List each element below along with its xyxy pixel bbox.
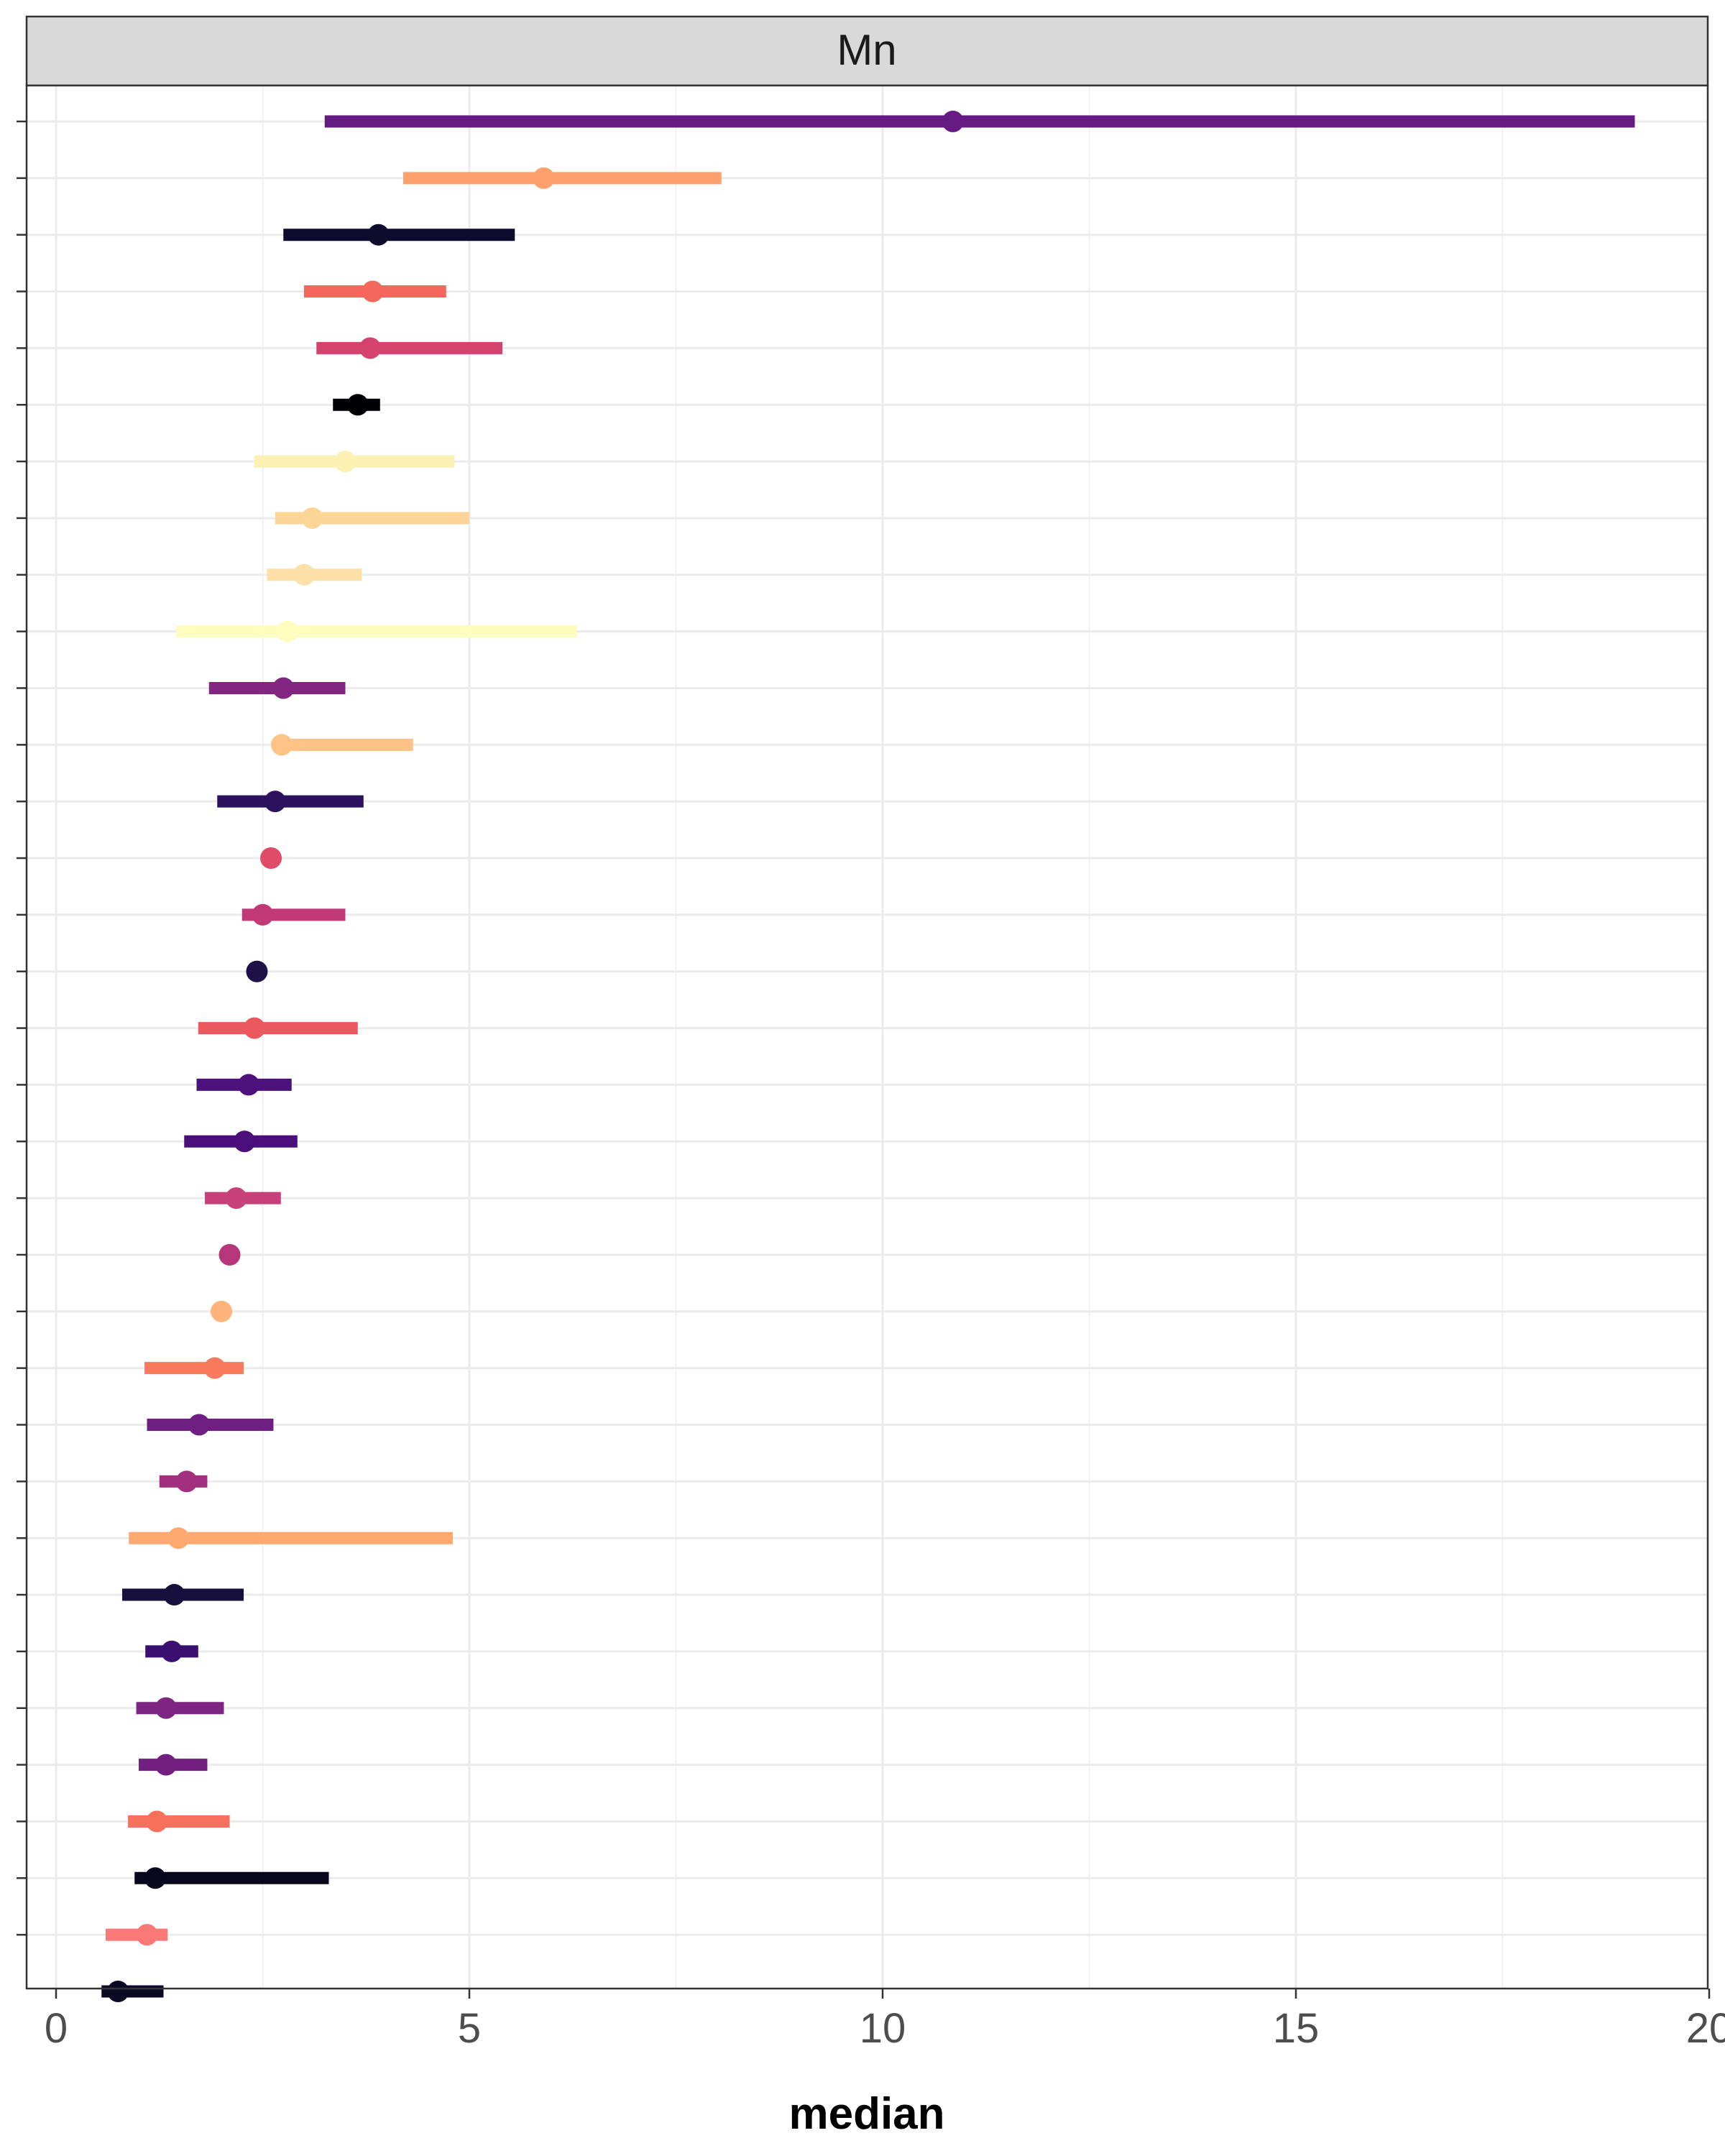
median-point — [270, 734, 293, 756]
facet-strip — [25, 15, 1709, 87]
median-point — [362, 280, 384, 303]
panel-border — [25, 84, 1709, 1990]
median-point — [533, 167, 555, 189]
median-point — [367, 224, 390, 246]
median-point — [144, 1867, 166, 1889]
x-axis-tick-labels: 0 5 10 15 20 — [45, 2005, 1725, 2052]
median-point — [175, 1470, 198, 1493]
median-point — [346, 394, 369, 416]
x-tick-label: 5 — [458, 2005, 481, 2052]
x-axis-ticks — [55, 1989, 1711, 1999]
median-point — [293, 563, 315, 586]
median-point — [211, 1300, 232, 1322]
median-point — [218, 1243, 241, 1266]
x-gridlines — [55, 86, 1504, 1989]
median-point — [107, 1981, 129, 2002]
median-point — [237, 1074, 259, 1096]
median-point — [260, 847, 282, 870]
median-point — [301, 507, 323, 529]
plot-panel — [27, 86, 1708, 1989]
median-point — [264, 791, 286, 813]
facet-label: Mn — [837, 26, 896, 74]
median-point — [277, 620, 298, 642]
median-point — [161, 1640, 183, 1662]
median-point — [136, 1924, 158, 1946]
median-points — [107, 111, 964, 2002]
median-point — [155, 1754, 177, 1776]
median-point — [234, 1130, 256, 1153]
median-point — [942, 111, 964, 132]
x-tick-label: 20 — [1686, 2005, 1725, 2052]
median-point — [244, 1017, 265, 1039]
median-point — [203, 1357, 226, 1379]
median-point — [246, 960, 268, 982]
y-axis-ticks — [17, 120, 27, 1936]
median-point — [272, 677, 295, 699]
median-point — [359, 337, 381, 359]
median-point — [252, 903, 274, 926]
median-point — [167, 1527, 190, 1549]
median-point — [225, 1187, 247, 1210]
x-tick-label: 10 — [860, 2005, 906, 2052]
median-point — [334, 451, 356, 473]
x-tick-label: 15 — [1273, 2005, 1320, 2052]
median-point — [155, 1697, 177, 1719]
median-point — [188, 1414, 210, 1436]
x-tick-label: 0 — [45, 2005, 68, 2052]
median-point — [146, 1810, 168, 1833]
x-axis-title: median — [788, 2089, 944, 2139]
median-point — [163, 1584, 185, 1606]
